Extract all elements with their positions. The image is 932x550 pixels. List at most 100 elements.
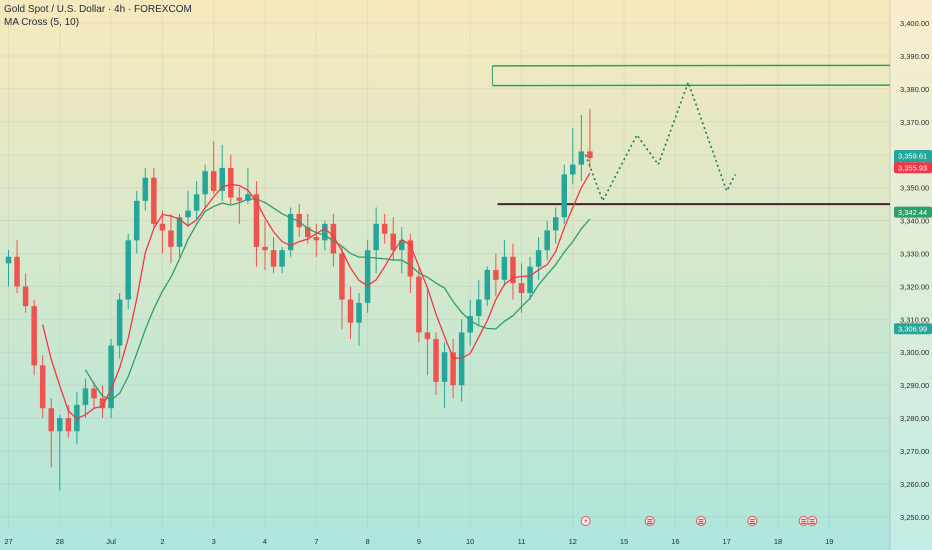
candle (116, 292, 123, 359)
candle-body (82, 388, 89, 405)
candle (193, 181, 200, 221)
candle (31, 299, 37, 376)
price-tick-label: 3,250.00 (900, 513, 929, 522)
candle (518, 263, 525, 313)
price-axis[interactable]: 3,250.00 3,260.00 3,270.00 3,280.00 3,290.00… (889, 0, 932, 550)
flag-stripe (801, 521, 807, 523)
candle (270, 237, 277, 274)
price-axis-bg (890, 0, 932, 550)
candle (125, 233, 131, 310)
candle (510, 243, 516, 300)
candle (501, 240, 508, 287)
resistance-zone (491, 64, 891, 87)
flag-icon (747, 516, 758, 526)
candle (476, 279, 482, 326)
candle (467, 299, 473, 346)
flag-stripe (749, 523, 755, 524)
candle-body (305, 227, 311, 238)
candle (450, 339, 456, 399)
time-tick-label: 15 (620, 537, 628, 546)
candle-body (330, 223, 337, 254)
time-tick-label: 8 (366, 537, 370, 546)
flag-stripe (749, 521, 755, 523)
candle-body (270, 250, 277, 267)
candle-body (424, 332, 431, 340)
candle-body (193, 194, 200, 211)
flag-stripe (801, 519, 807, 521)
candle-body (476, 299, 482, 317)
flag-icon (807, 516, 818, 526)
price-tag-ma_slow_old: 3,306.99 (894, 323, 932, 335)
ma-fast-line (42, 172, 591, 420)
candle-body (219, 167, 225, 191)
candle-body (561, 174, 567, 218)
candle-body (518, 283, 525, 293)
candle-body (185, 210, 191, 218)
candle (48, 398, 54, 468)
event-markers (580, 516, 818, 526)
time-tick-label: 3 (212, 537, 216, 546)
price-tick-label: 3,400.00 (900, 19, 929, 28)
candle (407, 233, 414, 293)
candle (416, 266, 422, 343)
flag-stripe (698, 523, 704, 524)
candle (296, 204, 302, 238)
candle-body (287, 213, 294, 251)
candle (339, 246, 345, 330)
resistance-top-line (492, 64, 891, 67)
candle-body (39, 365, 46, 409)
price-tag-bg (894, 206, 932, 218)
candle-body (279, 250, 285, 267)
time-tick-label: 4 (263, 537, 267, 546)
candle (287, 207, 294, 257)
candle (552, 207, 559, 244)
flag-stripe (698, 519, 704, 521)
time-tick-label: 11 (518, 537, 526, 546)
indicator-title[interactable]: MA Cross (5, 10) (4, 17, 80, 28)
candle-body (65, 418, 72, 432)
candle (347, 286, 354, 340)
candle-body (535, 250, 542, 267)
candle-body (381, 223, 388, 234)
candle-body (116, 299, 123, 346)
candle (364, 240, 371, 313)
candle-body (416, 276, 422, 333)
candle (151, 167, 157, 228)
candle-body (5, 256, 12, 264)
candle-body (450, 352, 456, 386)
candle (82, 378, 89, 419)
price-tick-label: 3,290.00 (900, 381, 929, 390)
candle (570, 128, 576, 185)
candle (245, 167, 251, 205)
symbol-title[interactable]: Gold Spot / U.S. Dollar · 4h · FOREXCOM (4, 4, 192, 15)
price-tag-value: 3,359.61 (898, 152, 927, 161)
flag-stripe (749, 519, 755, 521)
flag-stripe (809, 523, 815, 524)
candle (587, 108, 593, 168)
candle-body (134, 200, 140, 241)
candle (279, 246, 285, 274)
candle (424, 286, 431, 376)
candle (142, 167, 149, 211)
candle-body (527, 266, 533, 293)
candle (544, 220, 550, 261)
time-tick-label: 17 (723, 537, 731, 546)
candle-body (91, 388, 97, 399)
candle-body (108, 345, 114, 409)
candle-body (433, 339, 439, 382)
price-tag-value: 3,306.99 (898, 325, 927, 334)
candle (159, 210, 166, 254)
price-tick-label: 3,340.00 (900, 217, 929, 226)
flag-stripe (809, 519, 815, 521)
candle-body (364, 250, 371, 303)
candle (176, 213, 183, 257)
time-tick-label: 9 (417, 537, 421, 546)
time-axis[interactable]: 27 28 Jul 2 3 4 7 8 9 10 11 12 15 16 17 18 19 (4, 537, 833, 546)
flag-stripe (698, 521, 704, 523)
time-tick-label: 18 (774, 537, 782, 546)
price-tick-label: 3,300.00 (900, 348, 929, 357)
price-tag-bg (894, 162, 932, 174)
price-tag-value: 3,342.44 (898, 208, 927, 217)
candle (57, 414, 63, 491)
